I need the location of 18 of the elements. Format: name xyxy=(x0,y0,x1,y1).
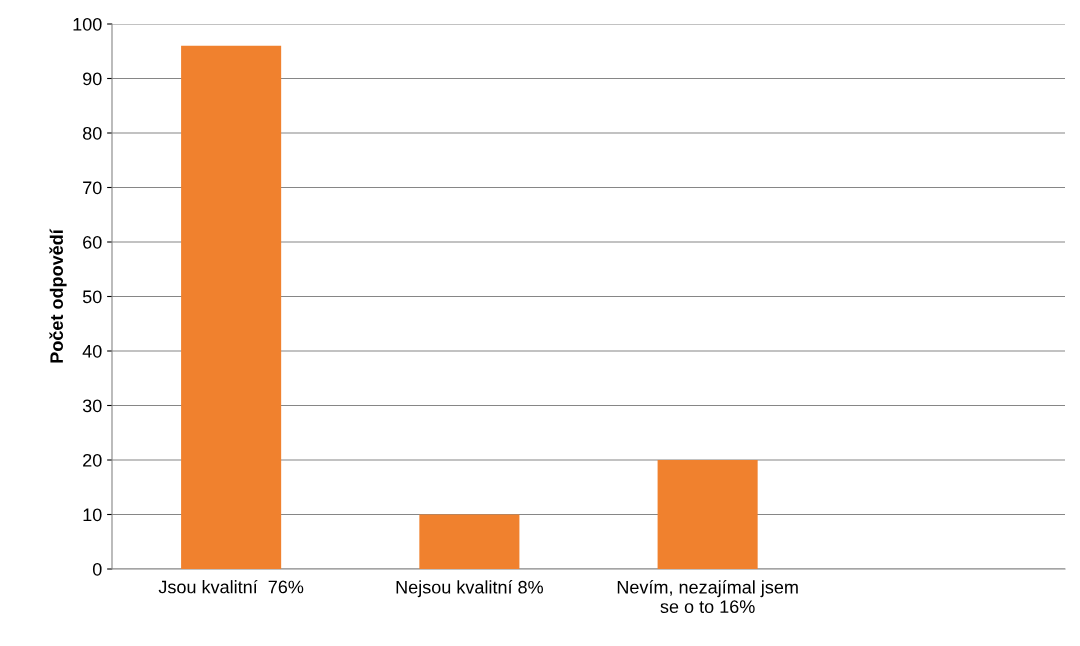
y-tick-label: 40 xyxy=(82,344,102,358)
y-tick-label: 50 xyxy=(82,290,102,304)
bar xyxy=(181,45,282,569)
x-tick-label: Jsou kvalitní 76% xyxy=(158,579,304,594)
y-tick-label: 0 xyxy=(92,562,102,576)
x-tick-label: Nevím, nezajímal jsem se o to 16% xyxy=(617,580,798,614)
x-tick-label: Nejsou kvalitní 8% xyxy=(396,580,543,598)
y-tick-label: 90 xyxy=(83,72,102,86)
y-tick-label: 100 xyxy=(73,17,102,31)
y-tick-label: 70 xyxy=(83,181,102,195)
y-tick-label: 80 xyxy=(82,126,102,140)
bar xyxy=(419,514,520,569)
y-tick-label: 60 xyxy=(83,235,102,249)
y-tick-label: 10 xyxy=(83,508,102,522)
y-tick-label: 20 xyxy=(83,453,102,467)
y-tick-label: 30 xyxy=(82,399,102,413)
y-axis-title: Počet odpovědí xyxy=(49,228,67,363)
bar xyxy=(657,460,758,569)
